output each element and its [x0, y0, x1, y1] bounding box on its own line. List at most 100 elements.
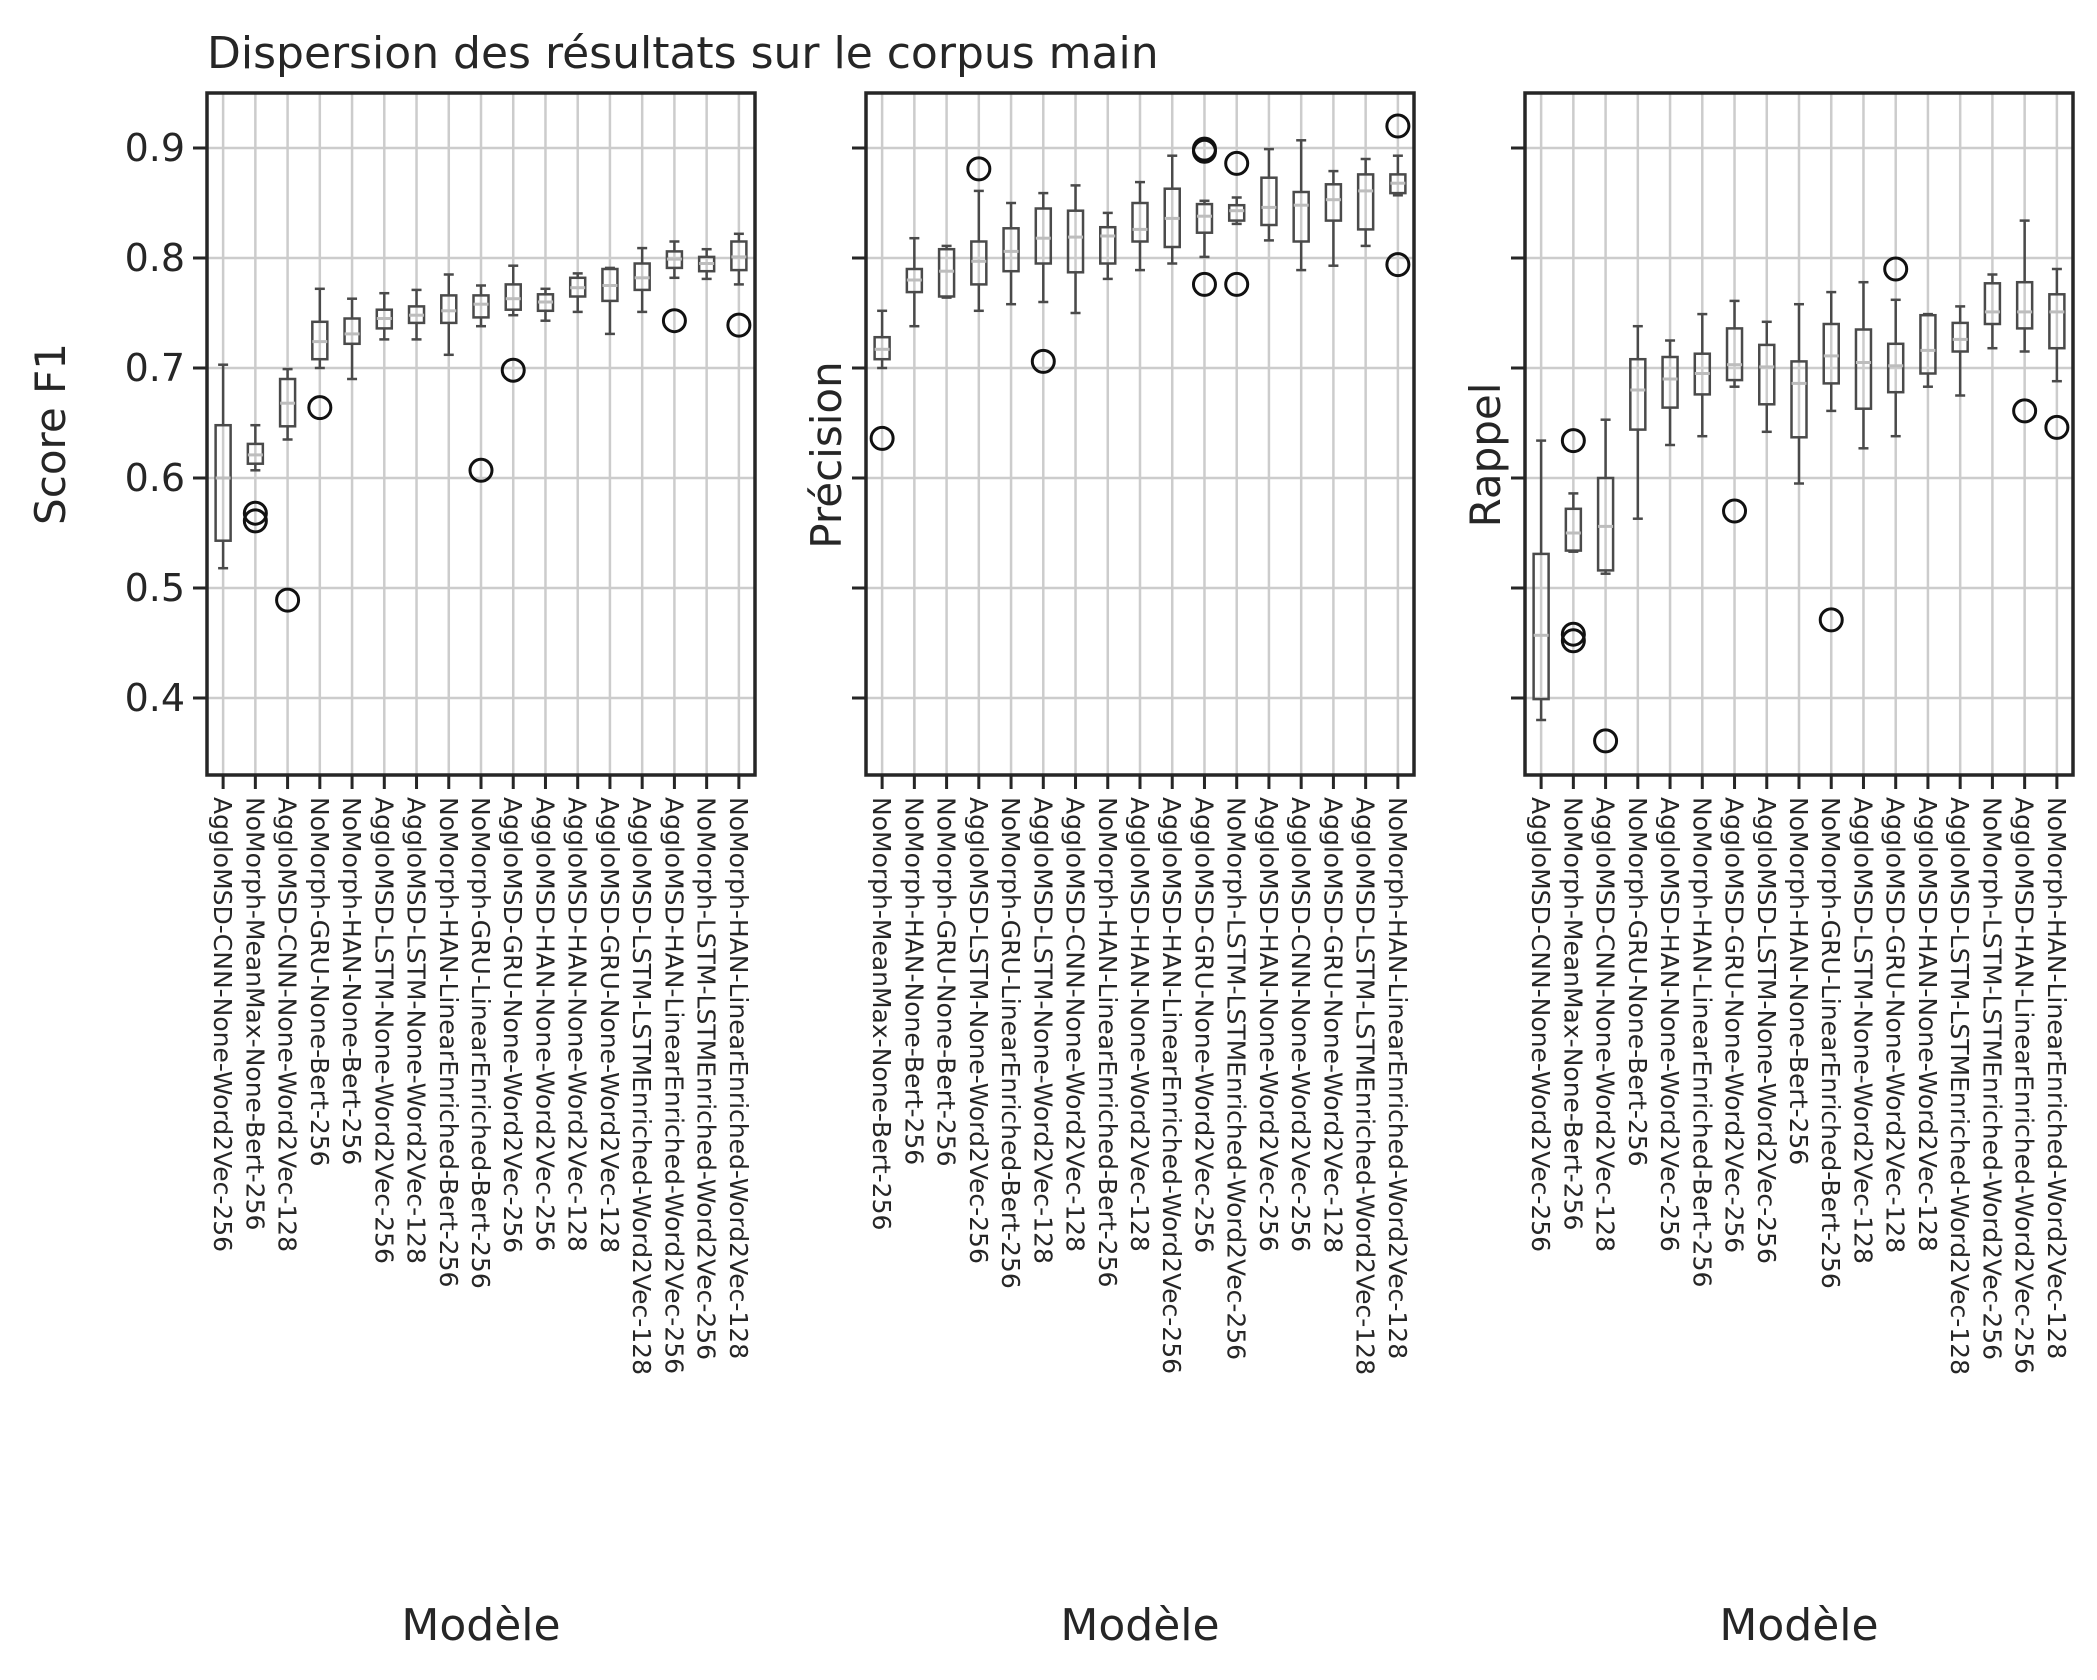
x-tick-label: NoMorph-GRU-LinearEnriched-Bert-256 [466, 797, 495, 1289]
box-15 [661, 240, 687, 334]
outlier-point [1385, 252, 1411, 278]
x-tick-label: AggloMSD-CNN-None-Word2Vec-128 [1061, 797, 1090, 1252]
x-tick-label: NoMorph-HAN-LinearEnriched-Bert-256 [1093, 797, 1122, 1287]
x-axis-label: Modèle [1060, 1600, 1219, 1651]
x-tick-label: NoMorph-HAN-LinearEnriched-Bert-256 [434, 797, 463, 1287]
panel-3: AggloMSD-CNN-None-Word2Vec-256 NoMorph-Me… [1461, 91, 2075, 1651]
outlier-point [726, 312, 752, 338]
x-tick-label: NoMorph-GRU-LinearEnriched-Bert-256 [996, 797, 1025, 1289]
x-tick-label: AggloMSD-CNN-None-Word2Vec-256 [1526, 797, 1555, 1252]
x-tick-label: NoMorph-LSTM-LSTMEnriched-Word2Vec-256 [1977, 797, 2006, 1360]
x-tick-label: AggloMSD-HAN-None-Word2Vec-128 [1913, 797, 1942, 1252]
box-iqr [937, 247, 956, 298]
box-iqr [1356, 173, 1375, 231]
box-6 [375, 291, 394, 341]
x-tick-label: NoMorph-GRU-None-Bert-256 [932, 797, 961, 1167]
x-axis-label: Modèle [401, 1600, 560, 1651]
box-iqr [1532, 552, 1550, 701]
box-iqr [343, 317, 361, 346]
box-11 [1854, 280, 1873, 450]
box-11 [536, 287, 555, 322]
box-iqr [1919, 313, 1937, 375]
outlier-point [1818, 607, 1844, 633]
box-iqr [472, 294, 490, 319]
x-tick-label: AggloMSD-CNN-None-Word2Vec-256 [1286, 797, 1315, 1252]
outlier-point [1224, 271, 1250, 297]
outlier-point [1593, 728, 1619, 754]
box-5 [1002, 201, 1020, 306]
box-5 [343, 297, 361, 381]
box-3 [1593, 418, 1619, 754]
y-tick-label: 0.9 [125, 126, 185, 170]
box-iqr [1066, 209, 1085, 274]
box-16 [1356, 157, 1375, 248]
outlier-point [1560, 628, 1586, 654]
outlier-point [1191, 138, 1217, 164]
outlier-point [1560, 621, 1586, 647]
x-tick-label: AggloMSD-CNN-None-Word2Vec-128 [273, 797, 302, 1252]
box-iqr [1661, 355, 1679, 409]
box-6 [1693, 312, 1712, 438]
box-iqr [1195, 202, 1214, 234]
box-2 [905, 236, 924, 328]
x-tick-label: AggloMSD-HAN-LinearEnriched-Word2Vec-256 [659, 797, 688, 1374]
box-1 [869, 309, 895, 451]
box-6 [1030, 191, 1056, 374]
x-tick-label: AggloMSD-GRU-None-Word2Vec-256 [1720, 797, 1749, 1253]
x-tick-label: NoMorph-HAN-LinearEnriched-Word2Vec-128 [2042, 797, 2071, 1359]
x-tick-label: AggloMSD-HAN-None-Word2Vec-256 [530, 797, 559, 1252]
box-iqr [1227, 203, 1246, 222]
box-9 [1790, 302, 1808, 485]
box-10 [500, 264, 526, 383]
x-tick-label: AggloMSD-LSTM-LSTMEnriched-Word2Vec-128 [1351, 797, 1380, 1375]
outlier-point [500, 357, 526, 383]
x-tick-label: NoMorph-GRU-LinearEnriched-Bert-256 [1816, 797, 1845, 1289]
x-tick-label: AggloMSD-LSTM-None-Word2Vec-128 [1028, 797, 1057, 1264]
x-tick-label: AggloMSD-GRU-None-Word2Vec-128 [1881, 797, 1910, 1253]
x-tick-label: NoMorph-MeanMax-None-Bert-256 [240, 797, 269, 1230]
outlier-point [1560, 428, 1586, 454]
x-tick-label: AggloMSD-HAN-LinearEnriched-Word2Vec-256 [2010, 797, 2039, 1374]
x-tick-label: AggloMSD-HAN-LinearEnriched-Word2Vec-256 [1157, 797, 1186, 1374]
box-12 [1883, 256, 1909, 438]
x-tick-label: AggloMSD-LSTM-None-Word2Vec-128 [402, 797, 431, 1264]
outlier-point [242, 500, 268, 526]
box-17 [2044, 267, 2070, 440]
box-iqr [440, 294, 458, 325]
outlier-point [661, 308, 687, 334]
x-tick-label: AggloMSD-GRU-None-Word2Vec-256 [1189, 797, 1218, 1253]
box-12 [568, 272, 587, 314]
box-iqr [1131, 201, 1149, 243]
box-9 [1131, 180, 1149, 272]
x-tick-label: NoMorph-HAN-None-Bert-256 [899, 797, 928, 1165]
box-14 [1951, 305, 1969, 397]
box-17 [1385, 113, 1411, 278]
box-13 [1260, 147, 1278, 242]
x-tick-label: AggloMSD-GRU-None-Word2Vec-128 [595, 797, 624, 1253]
box-13 [1919, 312, 1937, 388]
box-4 [307, 287, 333, 421]
box-iqr [1951, 321, 1969, 353]
x-tick-label: NoMorph-HAN-LinearEnriched-Word2Vec-128 [724, 797, 753, 1359]
box-iqr [1260, 176, 1278, 227]
x-tick-label: NoMorph-MeanMax-None-Bert-256 [867, 797, 896, 1230]
box-iqr [1725, 327, 1744, 382]
box-2 [1560, 428, 1586, 654]
x-tick-label: AggloMSD-LSTM-LSTMEnriched-Word2Vec-128 [627, 797, 656, 1375]
box-15 [1983, 273, 2002, 350]
box-iqr [504, 283, 522, 311]
box-12 [1224, 150, 1250, 297]
box-iqr [1854, 328, 1873, 410]
x-tick-label: AggloMSD-HAN-None-Word2Vec-256 [1254, 797, 1283, 1252]
box-iqr [2015, 280, 2034, 330]
box-iqr [1034, 207, 1053, 265]
outlier-point [2012, 398, 2038, 424]
box-9 [468, 284, 494, 483]
x-tick-label: NoMorph-GRU-None-Bert-256 [1623, 797, 1652, 1167]
outlier-point [1883, 256, 1909, 282]
chart-title: Dispersion des résultats sur le corpus m… [207, 28, 1159, 79]
outlier-point [2044, 414, 2070, 440]
box-16 [697, 247, 716, 281]
box-8 [1758, 320, 1776, 434]
x-tick-label: AggloMSD-CNN-None-Word2Vec-128 [1591, 797, 1620, 1252]
